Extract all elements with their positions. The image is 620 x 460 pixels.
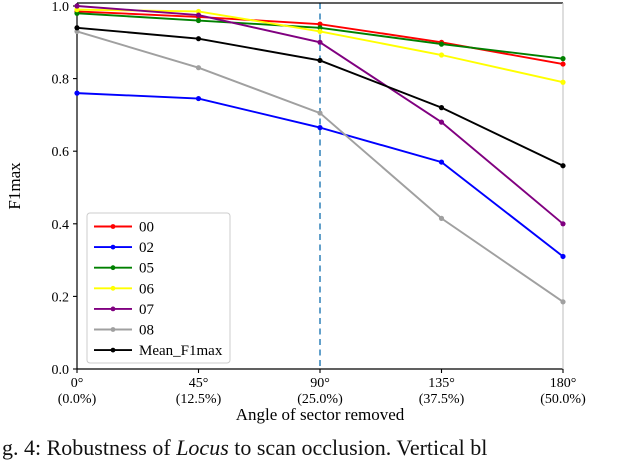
series-marker-05 (560, 56, 566, 62)
series-marker-05 (195, 17, 202, 24)
series-marker-07 (438, 119, 445, 125)
series-marker-Mean_F1max (560, 163, 566, 169)
series-marker-07 (195, 12, 202, 18)
y-axis-label: F1max (5, 162, 24, 210)
x-tick-label-degree: 45° (189, 376, 209, 391)
legend: 00 02 05 06 07 08 Mean_F1max (86, 212, 231, 364)
caption-locus-italic: Locus (176, 435, 229, 460)
series-marker-05 (438, 41, 445, 47)
series-marker-08 (317, 110, 323, 116)
legend-item-02: 02 (94, 240, 154, 256)
series-marker-00 (560, 61, 566, 67)
series-marker-Mean_F1max (195, 36, 202, 42)
legend-marker-02 (110, 244, 116, 250)
series-marker-08 (195, 65, 202, 71)
series-marker-06 (438, 52, 445, 58)
y-tick-label: 1.0 (52, 0, 70, 15)
f1max-occlusion-line-chart: 0.00.20.40.60.81.00°(0.0%)45°(12.5%)90°(… (5, 0, 586, 424)
legend-item-00: 00 (94, 220, 154, 236)
legend-item-06: 06 (94, 281, 155, 297)
x-tick-label-percent: (50.0%) (540, 392, 586, 407)
series-marker-06 (317, 28, 323, 35)
x-tick-label-percent: (12.5%) (176, 392, 222, 407)
y-tick-label: 0.0 (52, 363, 70, 378)
series-marker-Mean_F1max (74, 25, 80, 31)
x-tick-label-degree: 90° (310, 376, 330, 391)
x-axis-label: Angle of sector removed (236, 405, 405, 424)
series-Mean_F1max (74, 25, 566, 169)
series-marker-08 (438, 215, 445, 221)
series-marker-06 (195, 8, 202, 15)
x-tick-label-percent: (0.0%) (58, 392, 97, 407)
caption-text-suffix: to scan occlusion. Vertical bl (228, 435, 488, 460)
legend-box (86, 212, 231, 364)
series-marker-07 (317, 39, 323, 45)
series-07 (74, 3, 566, 227)
series-marker-00 (317, 21, 323, 27)
legend-marker-07 (110, 306, 116, 312)
x-tick-label-percent: (25.0%) (297, 392, 343, 407)
series-marker-06 (560, 79, 566, 85)
figure-caption: g. 4: Robustness of Locus to scan occlus… (2, 434, 620, 460)
y-tick-label: 0.8 (52, 73, 70, 88)
legend-marker-08 (110, 327, 116, 332)
series-marker-05 (317, 25, 323, 31)
y-tick-label: 0.2 (52, 290, 70, 305)
legend-label-06: 06 (139, 281, 155, 297)
series-marker-07 (560, 221, 566, 227)
series-marker-02 (74, 90, 80, 96)
legend-label-Mean_F1max: Mean_F1max (139, 343, 223, 359)
x-tick-label-degree: 180° (550, 376, 577, 391)
series-marker-05 (74, 10, 80, 16)
legend-marker-05 (110, 265, 116, 271)
legend-label-07: 07 (139, 302, 155, 318)
series-05 (74, 10, 566, 62)
legend-item-05: 05 (94, 261, 154, 277)
series-06 (74, 7, 566, 85)
series-marker-07 (74, 3, 80, 9)
series-marker-02 (195, 95, 202, 102)
legend-label-05: 05 (139, 261, 154, 277)
legend-label-00: 00 (139, 220, 154, 236)
y-tick-label: 0.6 (52, 145, 70, 160)
series-08 (74, 28, 566, 305)
legend-label-08: 08 (139, 323, 154, 339)
x-tick-label-degree: 0° (71, 376, 84, 391)
x-tick-label-percent: (37.5%) (419, 392, 465, 407)
series-marker-02 (317, 125, 323, 131)
series-02 (74, 90, 566, 260)
series-marker-06 (74, 7, 80, 13)
series-marker-02 (438, 159, 445, 165)
legend-label-02: 02 (139, 240, 154, 256)
legend-marker-Mean_F1max (110, 347, 116, 353)
x-tick-label-degree: 135° (428, 376, 455, 391)
series-marker-08 (560, 299, 566, 305)
caption-text-prefix: g. 4: Robustness of (2, 435, 177, 460)
legend-item-07: 07 (94, 302, 155, 318)
legend-item-08: 08 (94, 323, 154, 339)
legend-item-Mean_F1max: Mean_F1max (94, 343, 223, 359)
series-marker-Mean_F1max (438, 105, 445, 111)
legend-marker-06 (110, 285, 116, 291)
legend-marker-00 (110, 224, 116, 229)
series-marker-Mean_F1max (317, 57, 323, 64)
y-tick-label: 0.4 (52, 218, 70, 233)
series-marker-02 (560, 253, 566, 260)
series-marker-08 (74, 28, 80, 35)
